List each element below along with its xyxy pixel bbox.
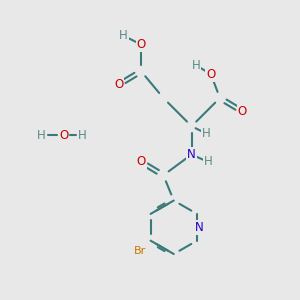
Text: Br: Br (133, 244, 146, 258)
Text: O: O (136, 38, 146, 51)
Text: H: H (202, 127, 211, 140)
Text: N: N (195, 221, 203, 234)
Text: N: N (195, 221, 203, 234)
Text: O: O (206, 68, 216, 81)
Text: H: H (37, 129, 46, 142)
Text: O: O (238, 105, 247, 118)
Text: H: H (78, 129, 87, 142)
Text: H: H (204, 155, 212, 168)
Text: O: O (59, 129, 68, 142)
Text: H: H (192, 59, 200, 72)
Text: O: O (114, 78, 123, 91)
Text: Br: Br (134, 246, 146, 256)
Text: O: O (136, 155, 146, 168)
Text: N: N (187, 148, 196, 161)
Text: H: H (119, 29, 128, 42)
